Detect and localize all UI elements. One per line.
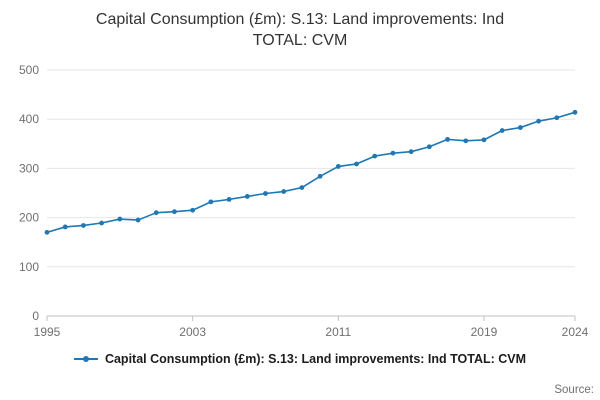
data-point-marker (408, 148, 414, 154)
data-point-marker (190, 207, 196, 213)
legend: Capital Consumption (£m): S.13: Land imp… (0, 350, 600, 368)
legend-marker-dot (82, 355, 89, 362)
data-point-marker (226, 196, 232, 202)
data-point-marker (244, 193, 250, 199)
data-point-marker (372, 153, 378, 159)
data-point-marker (463, 138, 469, 143)
data-point-marker (354, 161, 359, 166)
data-point-marker (335, 163, 341, 169)
y-tick-label: 400 (19, 112, 39, 126)
data-point-marker (117, 216, 123, 222)
legend-series-label: Capital Consumption (£m): S.13: Land imp… (104, 351, 527, 366)
data-point-marker (263, 190, 268, 196)
data-point-marker (554, 114, 560, 120)
y-tick-label: 300 (19, 161, 39, 175)
data-point-marker (426, 143, 432, 149)
data-point-marker (317, 173, 323, 179)
data-point-marker (445, 136, 450, 142)
data-point-marker (572, 109, 578, 115)
data-point-marker (390, 150, 396, 156)
data-point-marker (62, 224, 68, 229)
legend-line-marker-icon (73, 354, 98, 364)
series-line (46, 111, 576, 233)
data-point-marker (208, 199, 214, 204)
y-tick-label: 200 (19, 210, 39, 224)
x-tick-label: 2003 (179, 325, 206, 339)
data-point-marker (517, 124, 523, 130)
x-tick-label: 2024 (562, 325, 589, 339)
data-point-marker (153, 209, 159, 215)
data-point-marker (135, 217, 141, 223)
source-label: Source: (554, 384, 594, 396)
data-point-marker (299, 184, 305, 190)
y-tick-label: 100 (19, 259, 39, 273)
data-point-marker (172, 208, 177, 214)
x-tick-label: 2019 (471, 325, 498, 339)
data-point-marker (99, 220, 105, 226)
x-tick-label: 2011 (325, 325, 351, 339)
chart-title-line1: Capital Consumption (£m): S.13: Land imp… (95, 11, 505, 28)
data-point-marker (536, 118, 541, 124)
data-point-marker (44, 229, 50, 235)
chart-title-line2: TOTAL: CVM (252, 31, 348, 49)
data-point-marker (281, 188, 287, 194)
data-point-marker (81, 222, 86, 228)
y-tick-label: 0 (32, 309, 39, 323)
plot-area-container: 0 100 200 300 400 500 1995 2003 2011 2019 2024 (0, 54, 600, 344)
x-tick-label: 1995 (34, 325, 61, 339)
data-point-marker (499, 127, 505, 133)
y-tick-label: 500 (19, 63, 39, 77)
line-chart: 0 100 200 300 400 500 1995 2003 2011 2019 2024 (19, 63, 589, 339)
chart-title: Capital Consumption (£m): S.13: Land imp… (0, 0, 600, 52)
data-point-marker (481, 137, 487, 142)
